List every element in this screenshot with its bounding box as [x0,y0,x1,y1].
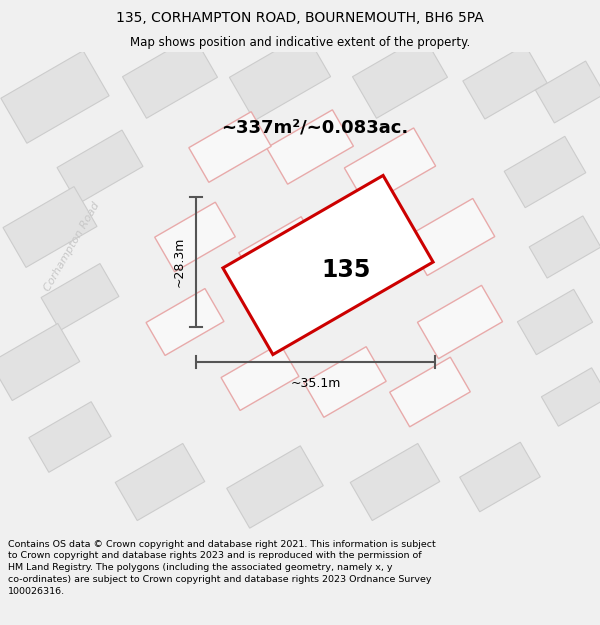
Polygon shape [266,110,353,184]
Polygon shape [122,36,218,118]
Polygon shape [57,130,143,204]
Polygon shape [350,444,440,521]
Polygon shape [389,357,470,427]
Polygon shape [239,217,321,288]
Polygon shape [463,45,547,119]
Polygon shape [229,33,331,121]
Polygon shape [3,187,97,268]
Polygon shape [155,202,235,272]
Polygon shape [504,136,586,208]
Polygon shape [227,446,323,528]
Polygon shape [405,199,495,276]
Polygon shape [541,368,600,426]
Text: Map shows position and indicative extent of the property.: Map shows position and indicative extent… [130,36,470,49]
Polygon shape [352,36,448,118]
Text: 135, CORHAMPTON ROAD, BOURNEMOUTH, BH6 5PA: 135, CORHAMPTON ROAD, BOURNEMOUTH, BH6 5… [116,11,484,26]
Polygon shape [418,286,503,359]
Text: ~337m²/~0.083ac.: ~337m²/~0.083ac. [221,118,409,136]
Polygon shape [535,61,600,123]
Text: Contains OS data © Crown copyright and database right 2021. This information is : Contains OS data © Crown copyright and d… [8,539,436,596]
Polygon shape [221,344,299,411]
Text: Corhampton Road: Corhampton Road [43,201,101,293]
Text: ~28.3m: ~28.3m [173,237,185,288]
Polygon shape [317,200,403,274]
Polygon shape [460,442,541,512]
Polygon shape [189,112,271,182]
Polygon shape [41,264,119,331]
Polygon shape [344,128,436,206]
Polygon shape [517,289,593,355]
Polygon shape [115,444,205,521]
Polygon shape [146,289,224,356]
Text: ~35.1m: ~35.1m [290,377,341,390]
Polygon shape [529,216,600,278]
Polygon shape [304,347,386,418]
Text: 135: 135 [322,258,371,282]
Polygon shape [223,176,433,354]
Polygon shape [0,324,80,401]
Polygon shape [1,51,109,143]
Polygon shape [29,402,111,472]
